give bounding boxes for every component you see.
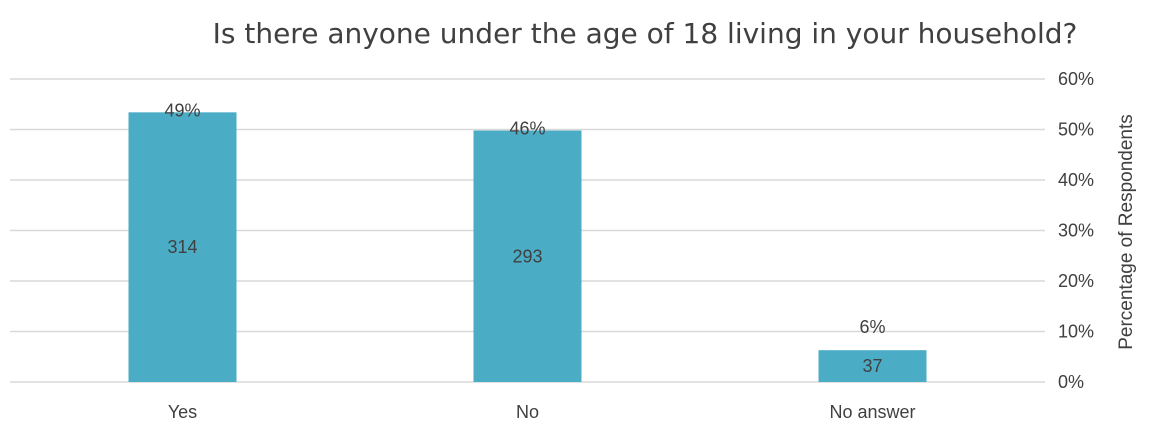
- x-category-label: Yes: [168, 402, 197, 422]
- y-tick-label: 60%: [1058, 69, 1094, 89]
- y-tick-label: 10%: [1058, 322, 1094, 342]
- count-label: 37: [862, 356, 882, 376]
- y-tick-label: 20%: [1058, 271, 1094, 291]
- bars: [128, 112, 927, 382]
- bar: [128, 112, 237, 382]
- count-label: 314: [167, 237, 197, 257]
- bar: [473, 130, 582, 382]
- bar: [818, 350, 927, 382]
- chart-title: Is there anyone under the age of 18 livi…: [213, 17, 1078, 50]
- x-axis-categories: Yes No No answer: [168, 402, 916, 422]
- x-category-label: No: [516, 402, 539, 422]
- y-axis-ticks: 0% 10% 20% 30% 40% 50% 60%: [1058, 69, 1094, 392]
- percent-label: 46%: [509, 119, 545, 139]
- count-label: 293: [512, 246, 542, 266]
- percent-label: 49%: [164, 100, 200, 120]
- y-tick-label: 0%: [1058, 372, 1084, 392]
- percent-label: 6%: [859, 317, 885, 337]
- x-category-label: No answer: [829, 402, 915, 422]
- y-tick-label: 30%: [1058, 221, 1094, 241]
- y-tick-label: 40%: [1058, 170, 1094, 190]
- y-axis-title: Percentage of Respondents: [1116, 114, 1137, 350]
- data-labels: 314 49% 293 46% 37 6%: [164, 100, 885, 376]
- y-tick-label: 50%: [1058, 120, 1094, 140]
